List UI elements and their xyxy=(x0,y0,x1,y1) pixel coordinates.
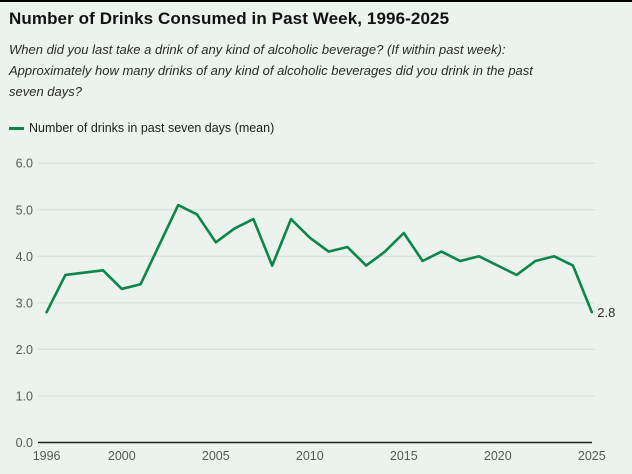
y-tick-label: 3.0 xyxy=(16,296,33,310)
trend-line xyxy=(45,203,594,314)
legend-label: Number of drinks in past seven days (mea… xyxy=(29,121,275,135)
y-tick-label: 4.0 xyxy=(16,250,33,264)
chart-header: Number of Drinks Consumed in Past Week, … xyxy=(9,8,621,102)
y-tick-label: 2.0 xyxy=(16,343,33,357)
end-value-label: 2.8 xyxy=(597,305,615,320)
x-tick-label: 1996 xyxy=(33,449,61,463)
x-tick-label: 2020 xyxy=(484,449,512,463)
x-tick-label: 2015 xyxy=(390,449,418,463)
chart-subtitle-line: When did you last take a drink of any ki… xyxy=(9,42,506,57)
x-tick-label: 2010 xyxy=(296,449,324,463)
x-tick-label: 2005 xyxy=(202,449,230,463)
x-tick-label: 2025 xyxy=(578,449,606,463)
y-tick-label: 1.0 xyxy=(16,389,33,403)
legend: Number of drinks in past seven days (mea… xyxy=(9,121,274,135)
chart-subtitle-line: seven days? xyxy=(9,84,82,99)
x-tick-label: 2000 xyxy=(108,449,136,463)
legend-line-swatch-icon xyxy=(9,126,24,130)
y-tick-label: 6.0 xyxy=(16,157,33,171)
y-tick-label: 0.0 xyxy=(16,436,33,450)
chart-subtitle: When did you last take a drink of any ki… xyxy=(9,39,621,102)
chart-title: Number of Drinks Consumed in Past Week, … xyxy=(9,9,450,28)
y-tick-label: 5.0 xyxy=(16,203,33,217)
chart-subtitle-line: Approximately how many drinks of any kin… xyxy=(9,63,533,78)
